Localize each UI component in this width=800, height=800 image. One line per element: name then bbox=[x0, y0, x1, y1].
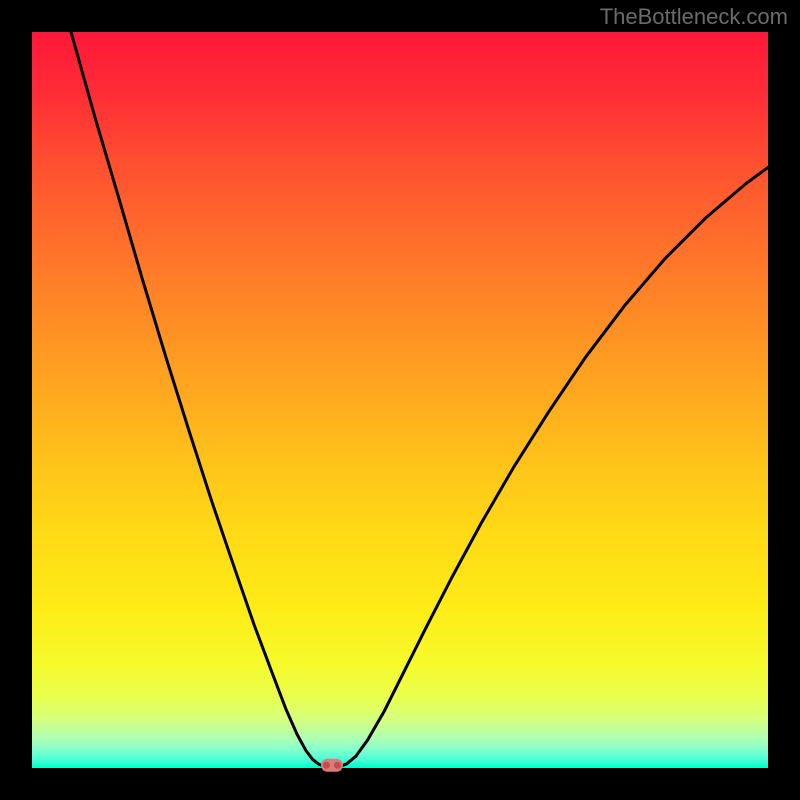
minimum-marker bbox=[321, 759, 343, 772]
plot-frame bbox=[32, 32, 768, 768]
chart-stage: TheBottleneck.com bbox=[0, 0, 800, 800]
watermark-text: TheBottleneck.com bbox=[600, 4, 788, 30]
gradient-background bbox=[32, 32, 768, 768]
